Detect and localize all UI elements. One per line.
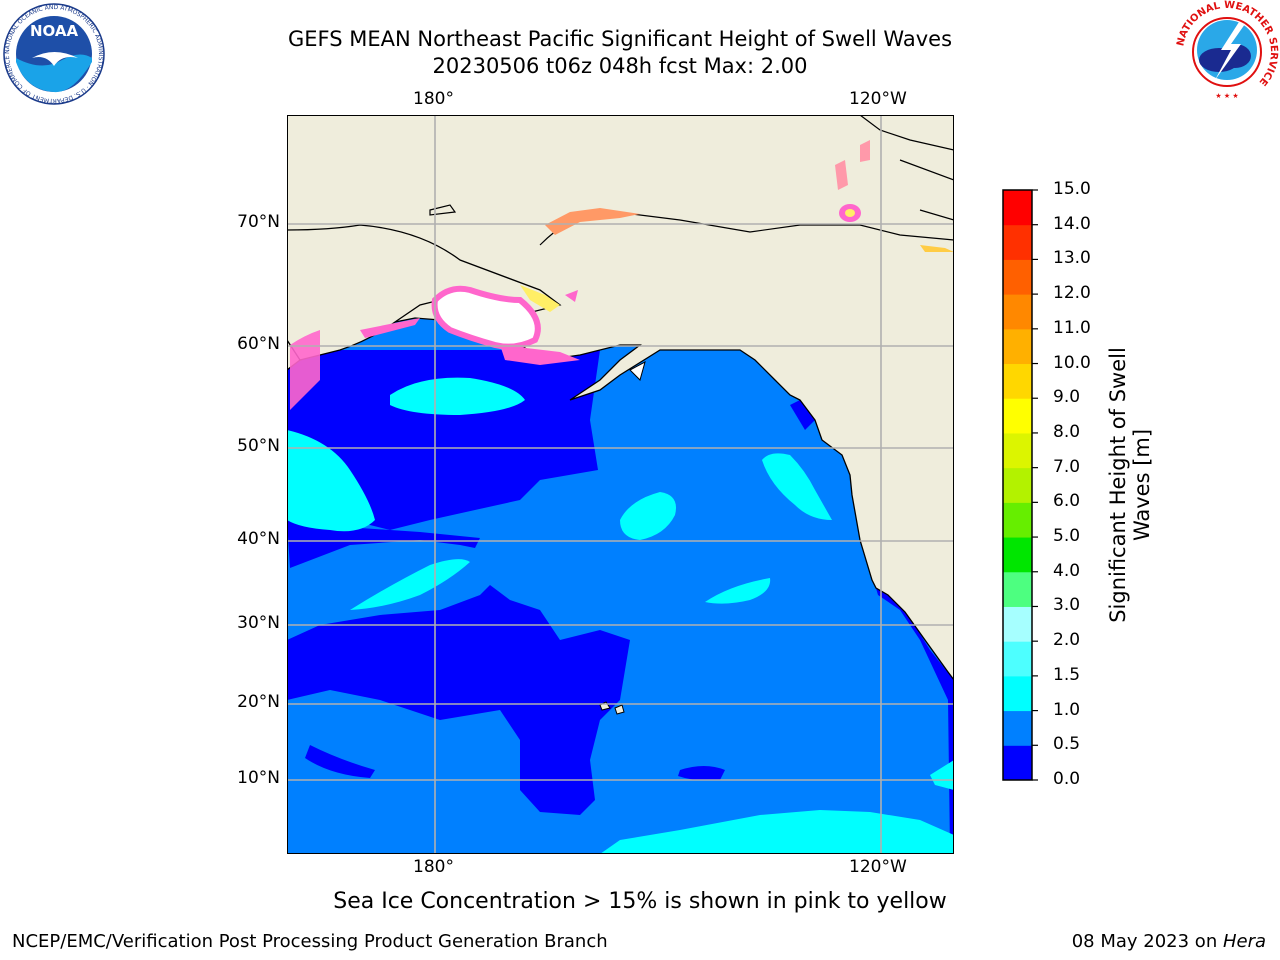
colorbar-segment (1003, 328, 1032, 365)
sea-ice-norton (520, 285, 560, 312)
nws-logo: NATIONAL WEATHER SERVICE ★ ★ ★ (1175, 0, 1279, 103)
high-swell-subtropical (350, 559, 470, 610)
colorbar-tick-label: 4.0 (1053, 560, 1081, 581)
lat-label-70n: 70°N (237, 212, 280, 232)
colorbar-tick-label: 12.0 (1053, 283, 1091, 304)
high-swell-tropical-east (930, 760, 954, 790)
colorbar-segment (1003, 675, 1032, 712)
colorbar-segment (1003, 363, 1032, 399)
colorbar-segment (1003, 537, 1032, 573)
sea-ice-alaska-west (500, 345, 580, 365)
sea-ice-banks-island (835, 160, 848, 190)
low-swell-alaska-coast (790, 400, 815, 430)
colorbar (1002, 189, 1038, 781)
colorbar-segment (1003, 432, 1032, 469)
colorbar-tick-label: 6.0 (1053, 491, 1081, 512)
lat-label-40n: 40°N (237, 529, 280, 549)
swell-height-map (287, 115, 954, 854)
lat-label-50n: 50°N (237, 436, 280, 456)
footer-credit: NCEP/EMC/Verification Post Processing Pr… (12, 931, 608, 952)
colorbar-tick-label: 9.0 (1053, 387, 1081, 408)
colorbar-segment (1003, 502, 1032, 538)
wrangel-island (429, 204, 457, 216)
lon-label-bottom-120w: 120°W (849, 857, 907, 877)
sea-ice-kamchatka (290, 330, 320, 410)
colorbar-segment (1003, 398, 1032, 434)
colorbar-tick-label: 8.0 (1053, 421, 1081, 442)
low-swell-region-bering (287, 350, 600, 530)
colorbar-segment (1003, 190, 1032, 226)
map-title: GEFS MEAN Northeast Pacific Significant … (287, 27, 953, 51)
colorbar-tick-label: 1.0 (1053, 699, 1081, 720)
sea-ice-hudson (920, 245, 954, 252)
colorbar-segment (1003, 467, 1032, 503)
colorbar-tick-label: 15.0 (1053, 179, 1091, 199)
sea-ice-note: Sea Ice Concentration > 15% is shown in … (333, 889, 947, 914)
colorbar-tick-label: 0.0 (1053, 769, 1081, 789)
lat-label-60n: 60°N (237, 334, 280, 354)
colorbar-segment (1003, 606, 1032, 642)
map-subtitle: 20230506 t06z 048h fcst Max: 2.00 (432, 54, 808, 78)
lat-label-10n: 10°N (237, 768, 280, 788)
kodiak-island (629, 361, 646, 381)
footer-date: 08 May 2023 on Hera (1071, 931, 1266, 952)
low-swell-patch-west (305, 745, 375, 778)
colorbar-tick-label: 7.0 (1053, 456, 1081, 477)
colorbar-tick-label: 0.5 (1053, 734, 1081, 755)
colorbar-tick-label: 1.5 (1053, 664, 1081, 685)
noaa-logo: NATIONAL OCEANIC AND ATMOSPHERIC ADMINIS… (3, 3, 105, 105)
high-swell-central-pacific (620, 492, 676, 540)
arctic-islands-coast (859, 115, 954, 221)
high-swell-tropical (600, 810, 954, 854)
hawaii-islands (599, 701, 625, 715)
colorbar-tick-label: 3.0 (1053, 595, 1081, 616)
colorbar-segment (1003, 259, 1032, 295)
low-swell-patch-east (678, 766, 725, 781)
colorbar-tick-label: 13.0 (1053, 248, 1091, 269)
graticule (287, 115, 954, 854)
colorbar-tick-label: 14.0 (1053, 213, 1091, 234)
colorbar-segment (1003, 224, 1032, 260)
colorbar-tick-label: 2.0 (1053, 630, 1081, 651)
colorbar-segment (1003, 294, 1032, 330)
low-swell-region-central (287, 585, 630, 815)
sea-ice-arctic-islands (860, 140, 870, 162)
colorbar-segment (1003, 641, 1032, 677)
sea-ice-anadyr (360, 318, 420, 338)
svg-text:NOAA: NOAA (30, 22, 79, 40)
colorbar-tick-label: 11.0 (1053, 317, 1091, 338)
colorbar-tick-label: 10.0 (1053, 352, 1091, 373)
colorbar-tick-label: 5.0 (1053, 526, 1081, 547)
lon-label-top-120w: 120°W (849, 89, 907, 109)
colorbar-segment (1003, 710, 1032, 746)
high-swell-aleutian (390, 377, 525, 415)
lat-label-30n: 30°N (237, 613, 280, 633)
colorbar-title: Significant Height of Swell Waves [m] (1106, 347, 1154, 623)
colorbar-segment (1003, 745, 1032, 781)
sea-ice-chukchi (545, 208, 640, 235)
high-swell-west-midlat (287, 430, 375, 532)
low-swell-region-midlat (287, 520, 480, 568)
lat-label-20n: 20°N (237, 692, 280, 712)
colorbar-segment (1003, 571, 1032, 607)
sea-ice-bering (431, 285, 541, 350)
high-swell-ne-pacific (762, 453, 832, 520)
svg-text:★ ★ ★: ★ ★ ★ (1215, 92, 1238, 100)
high-swell-east-subtropical (705, 578, 771, 604)
lon-label-bottom-180: 180° (413, 857, 454, 877)
lon-label-top-180: 180° (413, 89, 454, 109)
